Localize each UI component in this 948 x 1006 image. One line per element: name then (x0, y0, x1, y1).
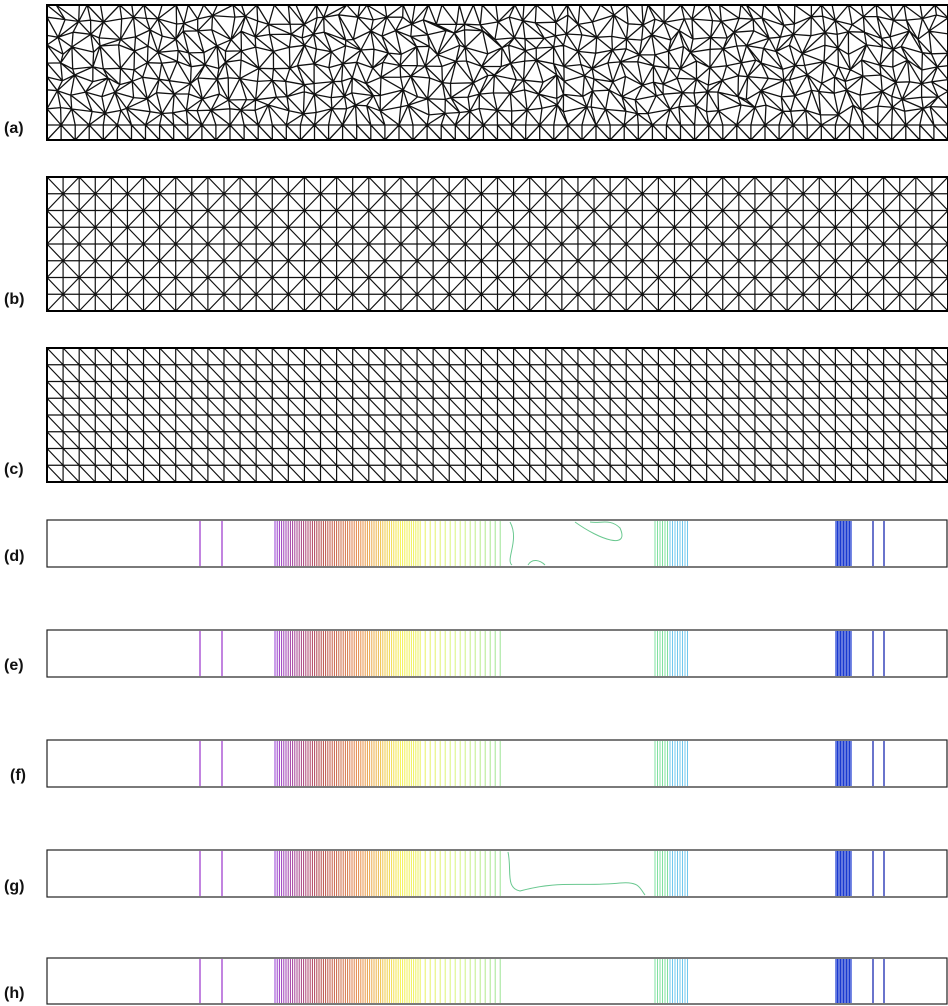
plot-frame (46, 849, 948, 898)
plot-frame (46, 519, 948, 568)
contour-line (507, 851, 646, 896)
plot-frame (46, 957, 948, 1005)
mesh-border (46, 347, 948, 483)
panel-label: (b) (4, 291, 24, 308)
panel-label: (f) (10, 767, 26, 784)
panel-label: (a) (4, 120, 24, 137)
plot-frame (46, 629, 948, 678)
mesh (46, 347, 948, 483)
mesh-border (46, 4, 948, 141)
panel-label: (g) (4, 878, 24, 895)
mesh-border (46, 176, 948, 312)
panel-label: (e) (4, 657, 24, 674)
plot-frame (46, 739, 948, 788)
contour-line (509, 521, 623, 566)
panel-label: (d) (4, 548, 24, 565)
panel-label: (h) (4, 985, 24, 1002)
mesh (46, 176, 948, 312)
mesh (46, 4, 948, 141)
panel-label: (c) (4, 461, 24, 478)
